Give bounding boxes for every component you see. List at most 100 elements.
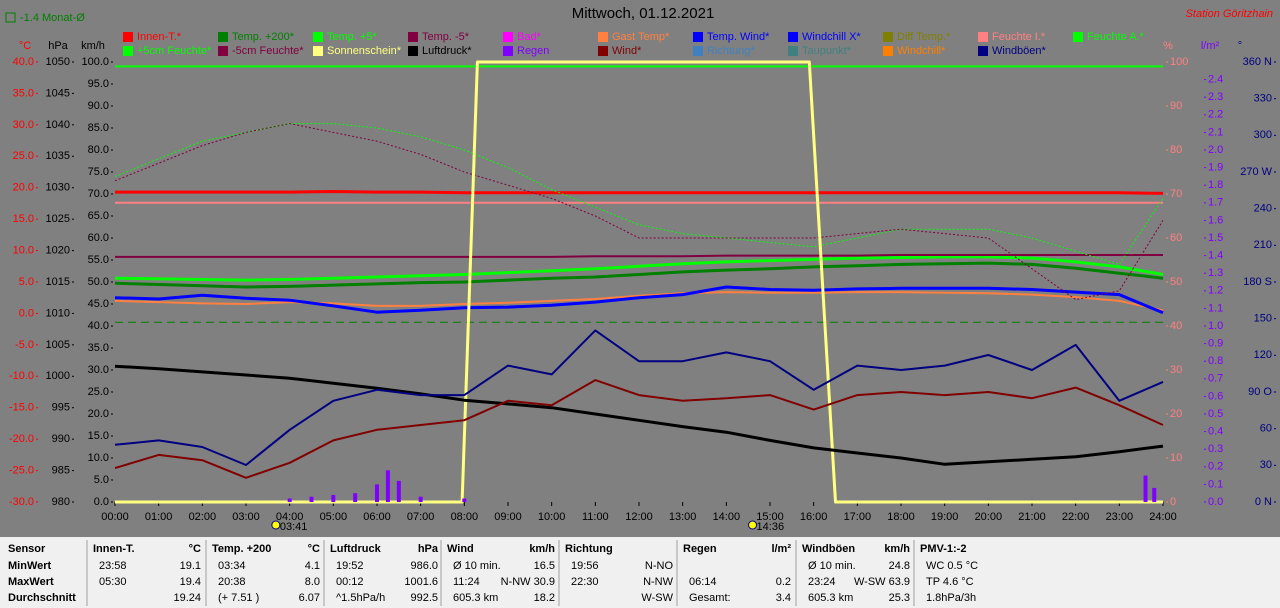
y-tick-label: 15.0 — [88, 430, 109, 442]
y-tick-label: 55.0 — [88, 254, 109, 266]
series-line — [115, 190, 1164, 195]
cell-right: 0.2 — [776, 576, 791, 588]
y-tick-label: 20 — [1170, 408, 1182, 420]
month-average-label: -1.4 Monat-Ø — [20, 12, 85, 24]
y-tick-label: 50 — [1170, 276, 1182, 288]
y-tick-label: 995 — [52, 402, 70, 414]
legend-swatch — [978, 32, 988, 42]
cell-right: 992.5 — [410, 592, 438, 604]
cell-right: 25.3 — [889, 592, 910, 604]
column-title: Temp. +200 — [212, 543, 271, 555]
cell-left: 11:24 — [453, 576, 480, 588]
legend-label: +5cm Feuchte* — [137, 45, 212, 57]
y-tick-label: 0.3 — [1208, 443, 1223, 455]
y-tick-label: 1.1 — [1208, 302, 1223, 314]
series-line — [114, 291, 1164, 312]
legend-label: Windböen* — [992, 45, 1047, 57]
rain-bar — [462, 498, 467, 502]
cell-left: TP 4.6 °C — [926, 576, 974, 588]
y-tick-label: 1.5 — [1208, 232, 1223, 244]
column-title: Innen-T. — [93, 543, 135, 555]
legend-swatch — [123, 46, 133, 56]
column-title: Windböen — [802, 543, 855, 555]
y-tick-label: 20.0 — [88, 408, 109, 420]
series-line — [114, 329, 1164, 466]
rain-bar — [396, 480, 401, 502]
y-tick-label: 2.4 — [1208, 74, 1223, 86]
x-tick-label: 04:00 — [276, 511, 304, 523]
legend-label: Regen — [517, 45, 549, 57]
cell-left: 19:56 — [571, 560, 599, 572]
y-tick-label: 60.0 — [88, 232, 109, 244]
legend-label: Taupunkt* — [802, 45, 852, 57]
cell-right: N-NW — [643, 576, 674, 588]
y-tick-label: 90 O — [1248, 386, 1272, 398]
y-tick-label: 1035 — [46, 150, 70, 162]
legend-swatch — [693, 32, 703, 42]
cell-left: MinWert — [8, 560, 52, 572]
y-tick-label: 15.0 — [13, 213, 34, 225]
legend-swatch — [788, 32, 798, 42]
y-tick-label: 95.0 — [88, 78, 109, 90]
y-tick-label: 1.0 — [1208, 320, 1223, 332]
x-tick-label: 03:00 — [232, 511, 260, 523]
y-tick-label: 1025 — [46, 213, 70, 225]
rain-bar — [385, 470, 390, 502]
legend-label: Sonnenschein* — [327, 45, 402, 57]
y-tick-label: 1010 — [46, 307, 70, 319]
legend-swatch — [978, 46, 988, 56]
cell-left: 1.8hPa/3h — [926, 592, 976, 604]
legend-label: Innen-T.* — [137, 31, 182, 43]
legend-label: Richtung* — [707, 45, 755, 57]
x-tick-label: 13:00 — [669, 511, 697, 523]
cell-right: 1001.6 — [404, 576, 438, 588]
y-tick-label: -25.0 — [9, 464, 34, 476]
legend-label: Windchill* — [897, 45, 946, 57]
x-tick-label: 19:00 — [931, 511, 959, 523]
cell-left: 605.3 km — [453, 592, 498, 604]
y-tick-label: 25.0 — [13, 150, 34, 162]
y-tick-label: 40.0 — [13, 56, 34, 68]
legend-label: Windchill X* — [802, 31, 861, 43]
marker-label: 14:36 — [757, 521, 785, 533]
column-unit: °C — [308, 543, 320, 555]
legend-swatch — [123, 32, 133, 42]
cell-left: 22:30 — [571, 576, 599, 588]
y-tick-label: 10.0 — [88, 452, 109, 464]
cell-right: 19.1 — [180, 560, 201, 572]
y-tick-label: -30.0 — [9, 496, 34, 508]
legend-swatch — [598, 32, 608, 42]
x-tick-label: 15:00 — [756, 511, 784, 523]
station-name: Station Göritzhain — [1186, 8, 1273, 20]
cell-left: 19:52 — [336, 560, 364, 572]
x-tick-label: 18:00 — [887, 511, 915, 523]
cell-right: 8.0 — [305, 576, 320, 588]
cell-right: 18.2 — [534, 592, 555, 604]
rain-bar — [1152, 487, 1157, 502]
y-tick-label: 0.6 — [1208, 390, 1223, 402]
y-tick-label: 180 S — [1243, 276, 1272, 288]
cell-right: W-SW 63.9 — [854, 576, 910, 588]
series-line — [115, 60, 1163, 504]
series-line — [114, 123, 1164, 301]
y-tick-label: 270 W — [1240, 166, 1272, 178]
x-tick-label: 09:00 — [494, 511, 522, 523]
legend-swatch — [503, 46, 513, 56]
y-tick-label: 120 — [1254, 349, 1272, 361]
y-tick-label: 360 N — [1243, 56, 1272, 68]
legend-label: Luftdruck* — [422, 45, 472, 57]
y-tick-label: 0.5 — [1208, 408, 1223, 420]
y-tick-label: 210 — [1254, 239, 1272, 251]
x-tick-label: 08:00 — [451, 511, 479, 523]
y-tick-label: 80 — [1170, 144, 1182, 156]
y-tick-label: 40.0 — [88, 320, 109, 332]
series-line — [114, 379, 1164, 479]
legend-label: Temp. Wind* — [707, 31, 770, 43]
cell-left: WC 0.5 °C — [926, 560, 978, 572]
y-tick-label: 70.0 — [88, 188, 109, 200]
y-tick-label: 100.0 — [81, 56, 109, 68]
legend-swatch — [313, 46, 323, 56]
legend-swatch — [788, 46, 798, 56]
legend-label: Gast Temp* — [612, 31, 670, 43]
